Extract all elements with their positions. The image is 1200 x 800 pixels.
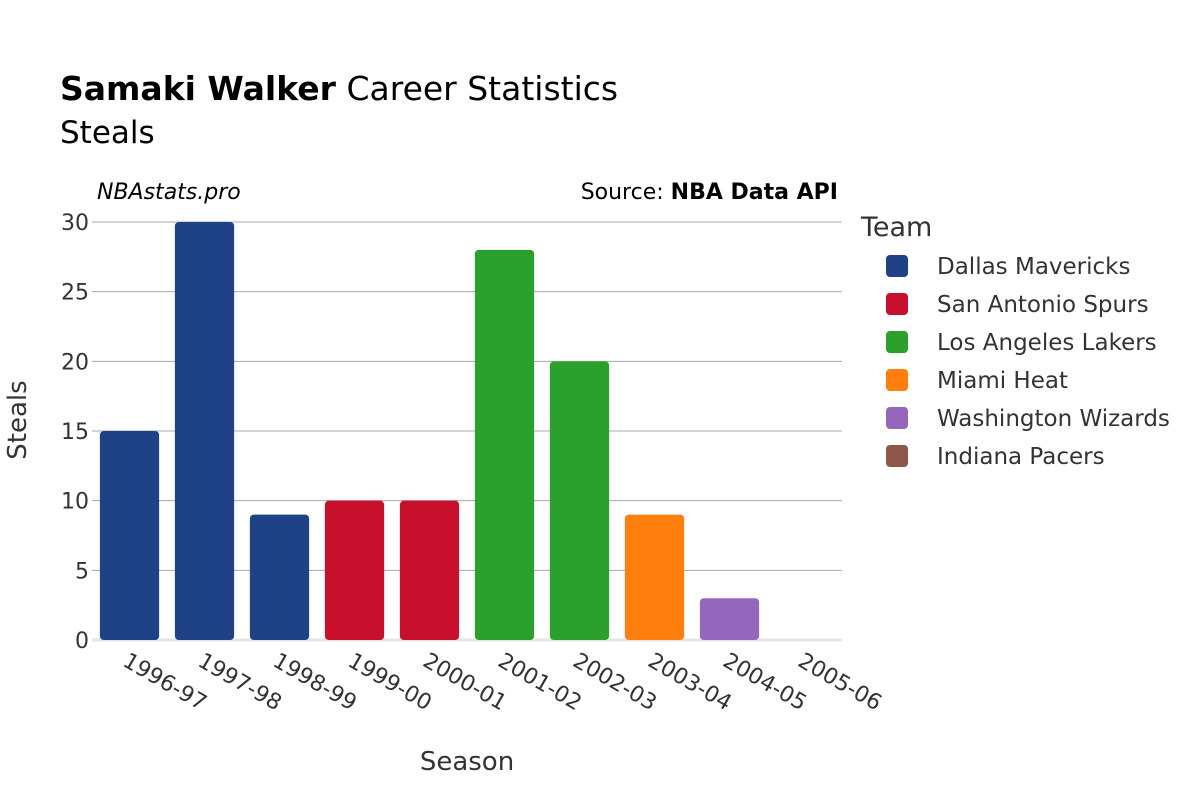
bar-1998-99[interactable] xyxy=(249,514,310,640)
bar-2000-01[interactable] xyxy=(399,500,460,640)
y-tick-label: 10 xyxy=(61,490,89,515)
source-prefix: Source: xyxy=(581,180,671,205)
bar-2002-03[interactable] xyxy=(549,361,610,640)
bars xyxy=(99,222,760,640)
x-tick-label: 2004-05 xyxy=(719,649,811,717)
bar-2003-04[interactable] xyxy=(624,514,685,640)
x-axis-ticks: 1996-971997-981998-991999-002000-012001-… xyxy=(119,649,886,717)
bar-2001-02[interactable] xyxy=(474,249,535,640)
x-tick-label: 1998-99 xyxy=(269,649,361,717)
legend-item-label[interactable]: Indiana Pacers xyxy=(937,444,1105,470)
legend-item-label[interactable]: Dallas Mavericks xyxy=(937,254,1130,280)
legend-swatch xyxy=(886,293,908,315)
legend-swatch xyxy=(886,407,908,429)
legend-swatch xyxy=(886,255,908,277)
y-tick-label: 30 xyxy=(61,211,89,236)
legend-item-label[interactable]: Los Angeles Lakers xyxy=(937,330,1157,356)
x-tick-label: 1997-98 xyxy=(194,649,286,717)
x-tick-label: 2002-03 xyxy=(569,649,661,717)
x-tick-label: 1996-97 xyxy=(119,649,211,717)
y-axis-title: Steals xyxy=(3,380,33,459)
legend-swatch xyxy=(886,369,908,391)
legend: Team Dallas Mavericks San Antonio Spurs Lo… xyxy=(860,212,1170,470)
x-tick-label: 2005-06 xyxy=(794,649,886,717)
x-tick-label: 2003-04 xyxy=(644,649,736,717)
y-tick-label: 5 xyxy=(75,559,89,584)
legend-item-label[interactable]: San Antonio Spurs xyxy=(937,292,1149,318)
bar-1999-00[interactable] xyxy=(324,500,385,640)
x-tick-label: 1999-00 xyxy=(344,649,436,717)
title-suffix: Career Statistics xyxy=(336,69,618,108)
x-axis-title: Season xyxy=(420,747,514,777)
watermark: NBAstats.pro xyxy=(97,180,241,205)
bar-1996-97[interactable] xyxy=(99,431,160,640)
bar-2004-05[interactable] xyxy=(699,598,760,640)
y-tick-label: 15 xyxy=(61,420,89,445)
bar-1997-98[interactable] xyxy=(174,222,235,640)
legend-title: Team xyxy=(860,212,932,243)
y-tick-label: 0 xyxy=(75,629,89,654)
legend-swatch xyxy=(886,331,908,353)
chart-subtitle: Steals xyxy=(60,115,155,151)
chart-title: Samaki Walker Career Statistics xyxy=(60,69,618,108)
source-name: NBA Data API xyxy=(671,180,838,205)
y-tick-label: 20 xyxy=(61,350,89,375)
legend-swatch xyxy=(886,445,908,467)
y-axis-ticks: 0 5 10 15 20 25 30 xyxy=(61,211,89,654)
source-credit: Source: NBA Data API xyxy=(581,180,838,205)
legend-item-label[interactable]: Miami Heat xyxy=(937,368,1068,394)
x-tick-label: 2001-02 xyxy=(494,649,586,717)
x-tick-label: 2000-01 xyxy=(419,649,511,717)
legend-item-label[interactable]: Washington Wizards xyxy=(937,406,1170,432)
y-tick-label: 25 xyxy=(61,281,89,306)
player-name: Samaki Walker xyxy=(60,69,337,108)
